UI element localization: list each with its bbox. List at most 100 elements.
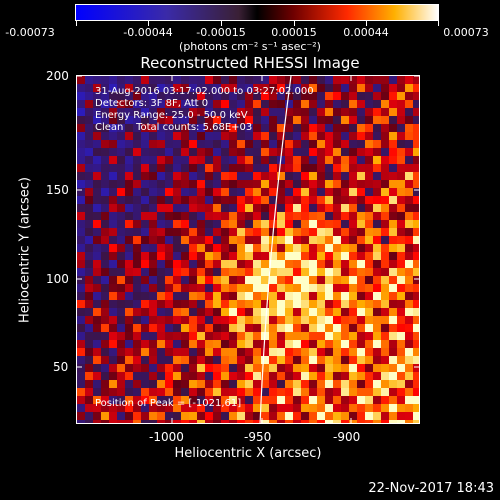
heatmap-cell — [189, 92, 197, 100]
heatmap-cell — [117, 388, 125, 396]
heatmap-cell — [173, 180, 181, 188]
heatmap-cell — [301, 116, 309, 124]
heatmap-cell — [405, 140, 413, 148]
heatmap-cell — [261, 276, 269, 284]
heatmap-cell — [229, 412, 237, 420]
heatmap-cell — [221, 268, 229, 276]
heatmap-cell — [405, 268, 413, 276]
heatmap-cell — [301, 84, 309, 92]
heatmap-cell — [117, 76, 125, 84]
heatmap-cell — [221, 204, 229, 212]
heatmap-cell — [405, 252, 413, 260]
heatmap-cell — [229, 140, 237, 148]
heatmap-cell — [197, 100, 205, 108]
heatmap-cell — [245, 276, 253, 284]
heatmap-cell — [133, 188, 141, 196]
heatmap-cell — [205, 324, 213, 332]
heatmap-cell — [253, 180, 261, 188]
heatmap-cell — [221, 116, 229, 124]
heatmap-cell — [389, 212, 397, 220]
heatmap-cell — [389, 404, 397, 412]
heatmap-cell — [229, 172, 237, 180]
heatmap-cell — [277, 396, 285, 404]
heatmap-cell — [221, 76, 229, 84]
heatmap-cell — [213, 180, 221, 188]
heatmap-cell — [205, 108, 213, 116]
heatmap-cell — [309, 308, 317, 316]
heatmap-cell — [341, 292, 349, 300]
heatmap-cell — [109, 108, 117, 116]
heatmap-cell — [245, 292, 253, 300]
heatmap-cell — [117, 244, 125, 252]
heatmap-cell — [189, 244, 197, 252]
heatmap-cell — [77, 244, 85, 252]
heatmap-cell — [277, 380, 285, 388]
heatmap-cell — [365, 100, 373, 108]
heatmap-cell — [229, 124, 237, 132]
heatmap-cell — [325, 188, 333, 196]
heatmap-cell — [229, 260, 237, 268]
heatmap-cell — [173, 252, 181, 260]
heatmap-cell — [77, 388, 85, 396]
heatmap-cell — [101, 364, 109, 372]
heatmap-cell — [157, 420, 165, 423]
heatmap-cell — [269, 100, 277, 108]
heatmap-cell — [357, 84, 365, 92]
heatmap-cell — [117, 140, 125, 148]
heatmap-cell — [221, 92, 229, 100]
heatmap-cell — [293, 340, 301, 348]
heatmap-cell — [149, 164, 157, 172]
heatmap-cell — [389, 372, 397, 380]
heatmap-cell — [373, 276, 381, 284]
heatmap-cell — [165, 348, 173, 356]
heatmap-cell — [373, 100, 381, 108]
heatmap-cell — [261, 348, 269, 356]
heatmap-cell — [389, 180, 397, 188]
heatmap-cell — [365, 148, 373, 156]
heatmap-cell — [117, 228, 125, 236]
heatmap-cell — [285, 332, 293, 340]
heatmap-cell — [181, 348, 189, 356]
heatmap-cell — [325, 324, 333, 332]
heatmap-cell — [205, 300, 213, 308]
heatmap-cell — [85, 100, 93, 108]
heatmap-cell — [245, 140, 253, 148]
heatmap-cell — [309, 116, 317, 124]
heatmap-cell — [141, 140, 149, 148]
heatmap-cell — [93, 348, 101, 356]
heatmap-cell — [381, 172, 389, 180]
heatmap-cell — [405, 404, 413, 412]
heatmap-cell — [373, 188, 381, 196]
heatmap-cell — [349, 284, 357, 292]
heatmap-cell — [101, 148, 109, 156]
heatmap-cell — [301, 324, 309, 332]
heatmap-cell — [277, 412, 285, 420]
heatmap-cell — [301, 236, 309, 244]
heatmap-cell — [365, 204, 373, 212]
heatmap-cell — [197, 140, 205, 148]
heatmap-cell — [77, 364, 85, 372]
heatmap-cell — [325, 236, 333, 244]
heatmap-cell — [301, 252, 309, 260]
heatmap-cell — [397, 284, 405, 292]
heatmap-cell — [317, 300, 325, 308]
heatmap-cell — [77, 412, 85, 420]
heatmap-cell — [181, 396, 189, 404]
heatmap-cell — [149, 308, 157, 316]
heatmap-cell — [277, 116, 285, 124]
heatmap-cell — [293, 364, 301, 372]
heatmap-cell — [253, 300, 261, 308]
heatmap-cell — [365, 164, 373, 172]
y-tick-label: 50 — [53, 360, 69, 374]
heatmap-cell — [293, 324, 301, 332]
heatmap-cell — [213, 380, 221, 388]
heatmap-cell — [349, 212, 357, 220]
heatmap-cell — [221, 388, 229, 396]
heatmap-cell — [229, 228, 237, 236]
heatmap-cell — [261, 148, 269, 156]
heatmap-cell — [93, 244, 101, 252]
heatmap-cell — [381, 324, 389, 332]
y-tick-label: 200 — [46, 69, 69, 83]
heatmap-cell — [221, 332, 229, 340]
heatmap-cell — [205, 268, 213, 276]
